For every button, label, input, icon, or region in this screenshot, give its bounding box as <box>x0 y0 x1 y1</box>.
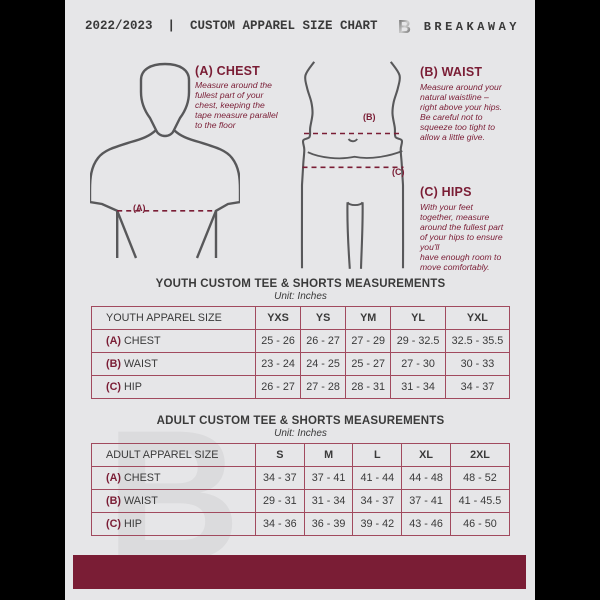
svg-text:B: B <box>398 17 411 37</box>
